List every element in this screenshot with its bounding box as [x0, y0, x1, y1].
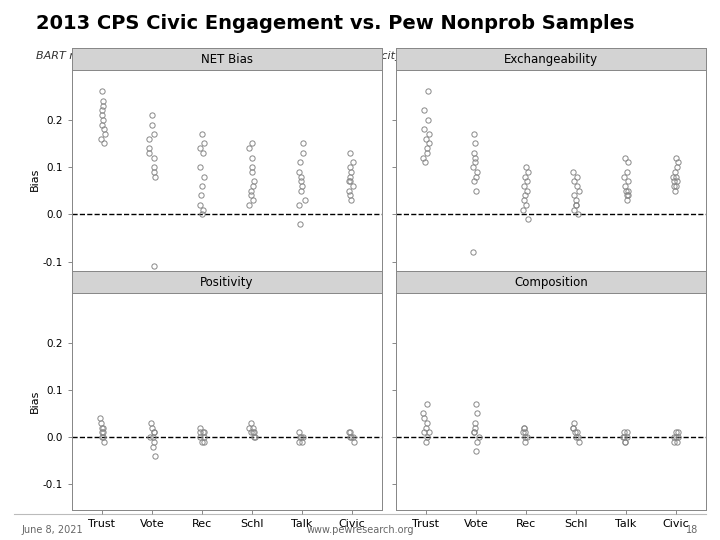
- FancyBboxPatch shape: [396, 271, 706, 293]
- Text: BART models conditional on age, sex, race and Hispanic ethnicity, and education.: BART models conditional on age, sex, rac…: [36, 51, 491, 60]
- FancyBboxPatch shape: [72, 271, 382, 293]
- Text: Composition: Composition: [514, 275, 588, 288]
- Y-axis label: Bias: Bias: [30, 167, 40, 191]
- Text: Exchangeability: Exchangeability: [504, 53, 598, 66]
- Y-axis label: Bias: Bias: [30, 390, 40, 413]
- FancyBboxPatch shape: [396, 49, 706, 70]
- Text: www.pewresearch.org: www.pewresearch.org: [306, 524, 414, 535]
- Text: 18: 18: [686, 524, 698, 535]
- Text: Positivity: Positivity: [200, 275, 253, 288]
- Text: June 8, 2021: June 8, 2021: [22, 524, 84, 535]
- Text: NET Bias: NET Bias: [201, 53, 253, 66]
- Text: 2013 CPS Civic Engagement vs. Pew Nonprob Samples: 2013 CPS Civic Engagement vs. Pew Nonpro…: [36, 14, 634, 33]
- FancyBboxPatch shape: [72, 49, 382, 70]
